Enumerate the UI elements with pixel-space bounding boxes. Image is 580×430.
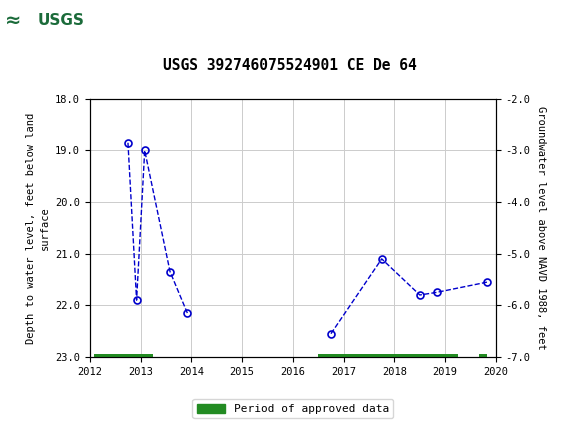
Y-axis label: Depth to water level, feet below land
surface: Depth to water level, feet below land su…: [27, 112, 50, 344]
Bar: [318, 354, 458, 359]
Text: USGS 392746075524901 CE De 64: USGS 392746075524901 CE De 64: [163, 58, 417, 73]
Y-axis label: Groundwater level above NAVD 1988, feet: Groundwater level above NAVD 1988, feet: [536, 106, 546, 350]
Text: ≋USGS: ≋USGS: [6, 13, 66, 28]
Bar: [2, 3, 68, 38]
Bar: [479, 354, 487, 359]
Text: ≈: ≈: [5, 11, 21, 30]
Text: USGS: USGS: [38, 13, 85, 28]
Bar: [94, 354, 153, 359]
FancyBboxPatch shape: [3, 3, 72, 37]
Legend: Period of approved data: Period of approved data: [193, 399, 393, 418]
